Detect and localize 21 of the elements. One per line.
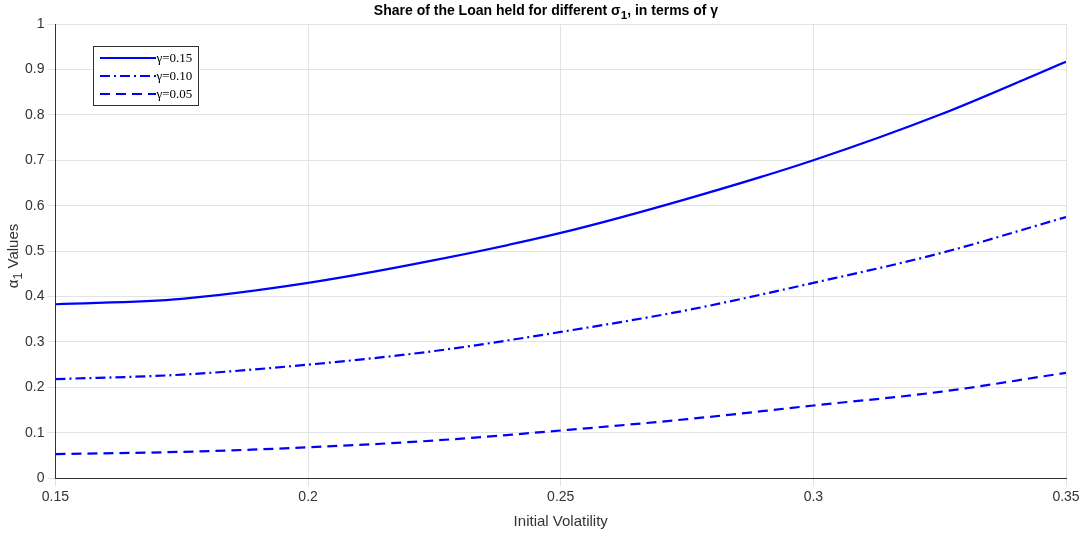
y-tick-label: 0.2 xyxy=(24,378,45,395)
x-axis-title: Initial Volatility xyxy=(513,512,609,530)
legend-label: γ=0.15 xyxy=(156,50,193,66)
x-tick-label: 0.25 xyxy=(547,488,575,505)
y-tick-label: 0.9 xyxy=(24,60,45,77)
legend-label: γ=0.05 xyxy=(156,86,193,102)
y-tick-label: 0.5 xyxy=(24,241,45,258)
y-tick-label: 0.7 xyxy=(24,151,45,168)
x-tick-label: 0.35 xyxy=(1052,488,1080,505)
y-tick-label: 0 xyxy=(36,469,45,486)
y-tick-label: 0.8 xyxy=(24,105,45,122)
chart-title: Share of the Loan held for different σ$_{1}$, in terms of γ xyxy=(373,2,719,21)
y-tick-label: 0.1 xyxy=(24,423,45,440)
x-tick-label: 0.15 xyxy=(41,488,70,505)
y-tick-label: 0.3 xyxy=(24,332,45,349)
y-tick-label: 1 xyxy=(36,14,45,31)
x-tick-label: 0.2 xyxy=(298,488,319,505)
y-tick-label: 0.6 xyxy=(24,196,45,213)
legend-label: γ=0.10 xyxy=(156,68,193,84)
x-tick-label: 0.3 xyxy=(803,488,824,505)
y-tick-label: 0.4 xyxy=(24,287,45,304)
